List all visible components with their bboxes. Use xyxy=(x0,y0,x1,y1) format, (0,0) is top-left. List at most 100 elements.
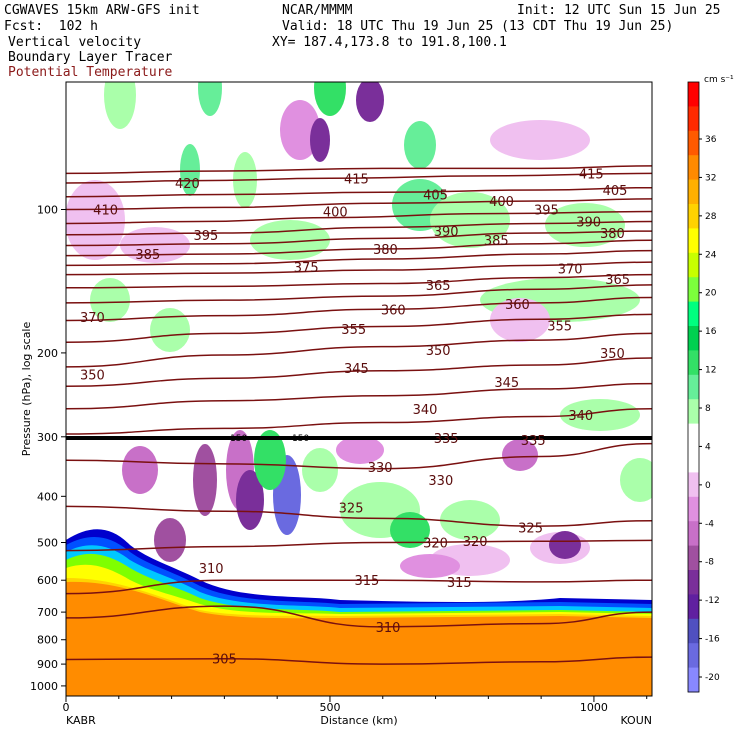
valid-time: Valid: 18 UTC Thu 19 Jun 25 (13 CDT Thu … xyxy=(282,19,674,34)
colorbar-segment-3 xyxy=(688,155,699,181)
plot-area: 420 415 415 410 405 405 400 400 395 395 390 390 385 3… xyxy=(66,82,652,696)
colorbar-segment-16 xyxy=(688,472,699,498)
y-tick-label-3: 400 xyxy=(37,490,58,503)
y-tick-label-6: 700 xyxy=(37,606,58,619)
colorbar-segment-7 xyxy=(688,252,699,278)
w-blob-21 xyxy=(193,444,217,516)
theta-line-340 xyxy=(66,382,652,410)
y-tick-label-7: 800 xyxy=(37,634,58,647)
model-title: CGWAVES 15km ARW-GFS init xyxy=(4,3,200,18)
y-axis-label: Pressure (hPa), log scale xyxy=(20,322,33,457)
w-blob-30 xyxy=(440,500,500,540)
colorbar-segment-2 xyxy=(688,130,699,156)
colorbar-segment-1 xyxy=(688,106,699,132)
colorbar-tick-label-7: 8 xyxy=(705,404,711,414)
field-boundary-layer-tracer: Boundary Layer Tracer xyxy=(8,50,173,65)
w-blob-7 xyxy=(490,120,590,160)
theta-label-11: 390 xyxy=(576,216,601,231)
tropopause-mark-2: 150 xyxy=(292,434,309,444)
tropopause-mark-1: 150 xyxy=(230,434,247,444)
theta-label-4: 405 xyxy=(423,188,448,203)
theta-line-355 xyxy=(66,313,652,344)
theta-label-17: 370 xyxy=(80,311,105,326)
colorbar-tick-label-3: 24 xyxy=(705,250,717,260)
colorbar-segment-13 xyxy=(688,399,699,425)
y-tick-label-4: 500 xyxy=(37,536,58,549)
theta-line-310 xyxy=(66,605,652,628)
w-blob-12 xyxy=(66,180,125,260)
theta-line-330 xyxy=(66,442,652,470)
colorbar-segment-11 xyxy=(688,350,699,376)
theta-line-360 xyxy=(66,296,652,322)
theta-line-395 xyxy=(66,220,652,236)
colorbar-segment-4 xyxy=(688,179,699,205)
y-tick-label-5: 600 xyxy=(37,574,58,587)
colorbar-tick-label-1: 32 xyxy=(705,173,716,183)
theta-labels: 420 415 415 410 405 405 400 400 395 395 390 390 385 3… xyxy=(80,167,630,667)
colorbar-tick-label-5: 16 xyxy=(705,327,717,337)
w-blob-15 xyxy=(545,203,625,247)
theta-line-345 xyxy=(66,357,652,388)
x-tick-label-1: 500 xyxy=(319,701,340,714)
colorbar-segment-18 xyxy=(688,521,699,547)
theta-contours xyxy=(66,165,652,665)
colorbar-segment-12 xyxy=(688,374,699,400)
theta-label-14: 380 xyxy=(373,243,398,258)
theta-label-20: 365 xyxy=(605,273,630,288)
theta-label-36: 325 xyxy=(339,501,364,516)
theta-label-44: 305 xyxy=(212,653,237,668)
left-station: KABR xyxy=(66,714,96,727)
y-tick-label-2: 300 xyxy=(37,431,58,444)
x-tick-label-0: 0 xyxy=(63,701,70,714)
theta-line-415 xyxy=(66,172,652,184)
theta-label-19: 365 xyxy=(426,279,451,294)
theta-label-23: 355 xyxy=(341,323,366,338)
theta-label-39: 320 xyxy=(463,535,488,550)
colorbar-segment-24 xyxy=(688,667,699,693)
color-scale: 36 32 28 24 20 16 12 8 4 0 -4 -8 -12 -16 -20 xyxy=(687,81,720,693)
w-blob-10 xyxy=(180,144,200,196)
w-blob-0 xyxy=(104,82,136,129)
theta-label-40: 315 xyxy=(355,574,380,589)
theta-line-405 xyxy=(66,198,652,211)
theta-line-315 xyxy=(66,579,652,595)
colorbar-segment-0 xyxy=(688,82,699,107)
theta-line-325 xyxy=(66,505,652,527)
theta-line-365 xyxy=(66,284,652,304)
theta-label-25: 350 xyxy=(80,368,105,383)
theta-line-370 xyxy=(66,273,652,289)
theta-label-16: 375 xyxy=(294,261,319,276)
colorbar-tick-label-10: -4 xyxy=(705,519,714,529)
x-axis: 0 500 1000 xyxy=(63,696,648,714)
colorbar-tick-label-14: -20 xyxy=(705,673,720,683)
w-blob-17 xyxy=(90,278,130,322)
theta-label-30: 340 xyxy=(413,403,438,418)
theta-line-335 xyxy=(66,408,652,435)
w-blob-33 xyxy=(549,531,581,559)
theta-line-320 xyxy=(66,539,652,552)
center-name: NCAR/MMMM xyxy=(282,3,353,18)
colorbar-tick-label-2: 28 xyxy=(705,212,717,222)
w-blob-39 xyxy=(154,518,186,562)
w-blob-23 xyxy=(236,470,264,530)
theta-label-27: 350 xyxy=(600,347,625,362)
colorbar-segment-20 xyxy=(688,570,699,595)
colorbar-frame xyxy=(687,81,700,693)
theta-label-28: 345 xyxy=(344,362,369,377)
theta-line-420 xyxy=(66,165,652,175)
w-blob-36 xyxy=(620,458,652,502)
w-blob-4 xyxy=(356,82,384,122)
field-potential-temperature: Potential Temperature xyxy=(8,65,173,80)
theta-line-400 xyxy=(66,210,652,225)
w-blob-37 xyxy=(560,399,640,431)
w-blob-29 xyxy=(390,512,430,548)
theta-label-18: 370 xyxy=(558,262,583,277)
colorbar-segment-14 xyxy=(688,423,699,449)
w-blob-25 xyxy=(254,430,286,490)
theta-line-375 xyxy=(66,261,652,276)
colorbar-segment-21 xyxy=(688,594,699,620)
theta-label-10: 390 xyxy=(434,225,459,240)
colorbar-tick-label-12: -12 xyxy=(705,596,720,606)
colorbar-segment-22 xyxy=(688,618,699,644)
